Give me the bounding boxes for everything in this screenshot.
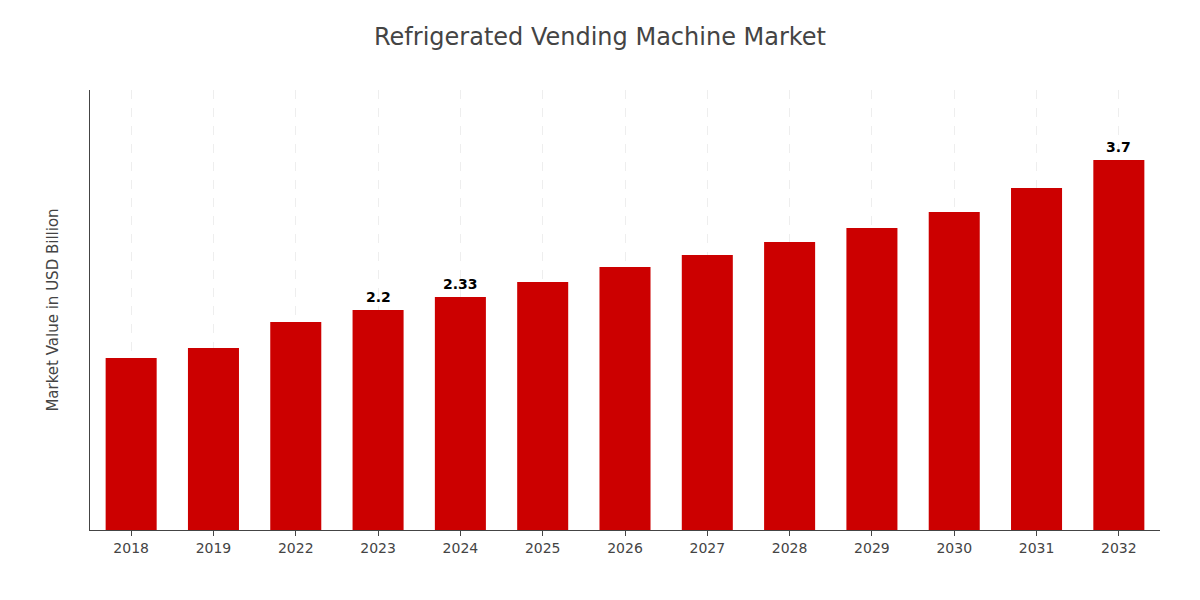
svg-text:2.2: 2.2 [366,289,391,305]
svg-text:2025: 2025 [525,540,561,556]
svg-text:2024: 2024 [443,540,479,556]
svg-text:2022: 2022 [278,540,314,556]
svg-text:3.7: 3.7 [1106,139,1131,155]
svg-text:2018: 2018 [113,540,149,556]
svg-text:2027: 2027 [689,540,725,556]
svg-text:2023: 2023 [360,540,396,556]
svg-text:2032: 2032 [1101,540,1137,556]
svg-text:Market Value in USD Billion: Market Value in USD Billion [44,208,62,411]
svg-text:Refrigerated Vending Machine M: Refrigerated Vending Machine Market [374,23,826,51]
svg-text:2029: 2029 [854,540,890,556]
svg-text:2019: 2019 [196,540,232,556]
svg-text:2028: 2028 [772,540,808,556]
svg-text:2.33: 2.33 [443,276,478,292]
svg-text:2026: 2026 [607,540,643,556]
svg-text:2031: 2031 [1019,540,1055,556]
svg-text:2030: 2030 [936,540,972,556]
